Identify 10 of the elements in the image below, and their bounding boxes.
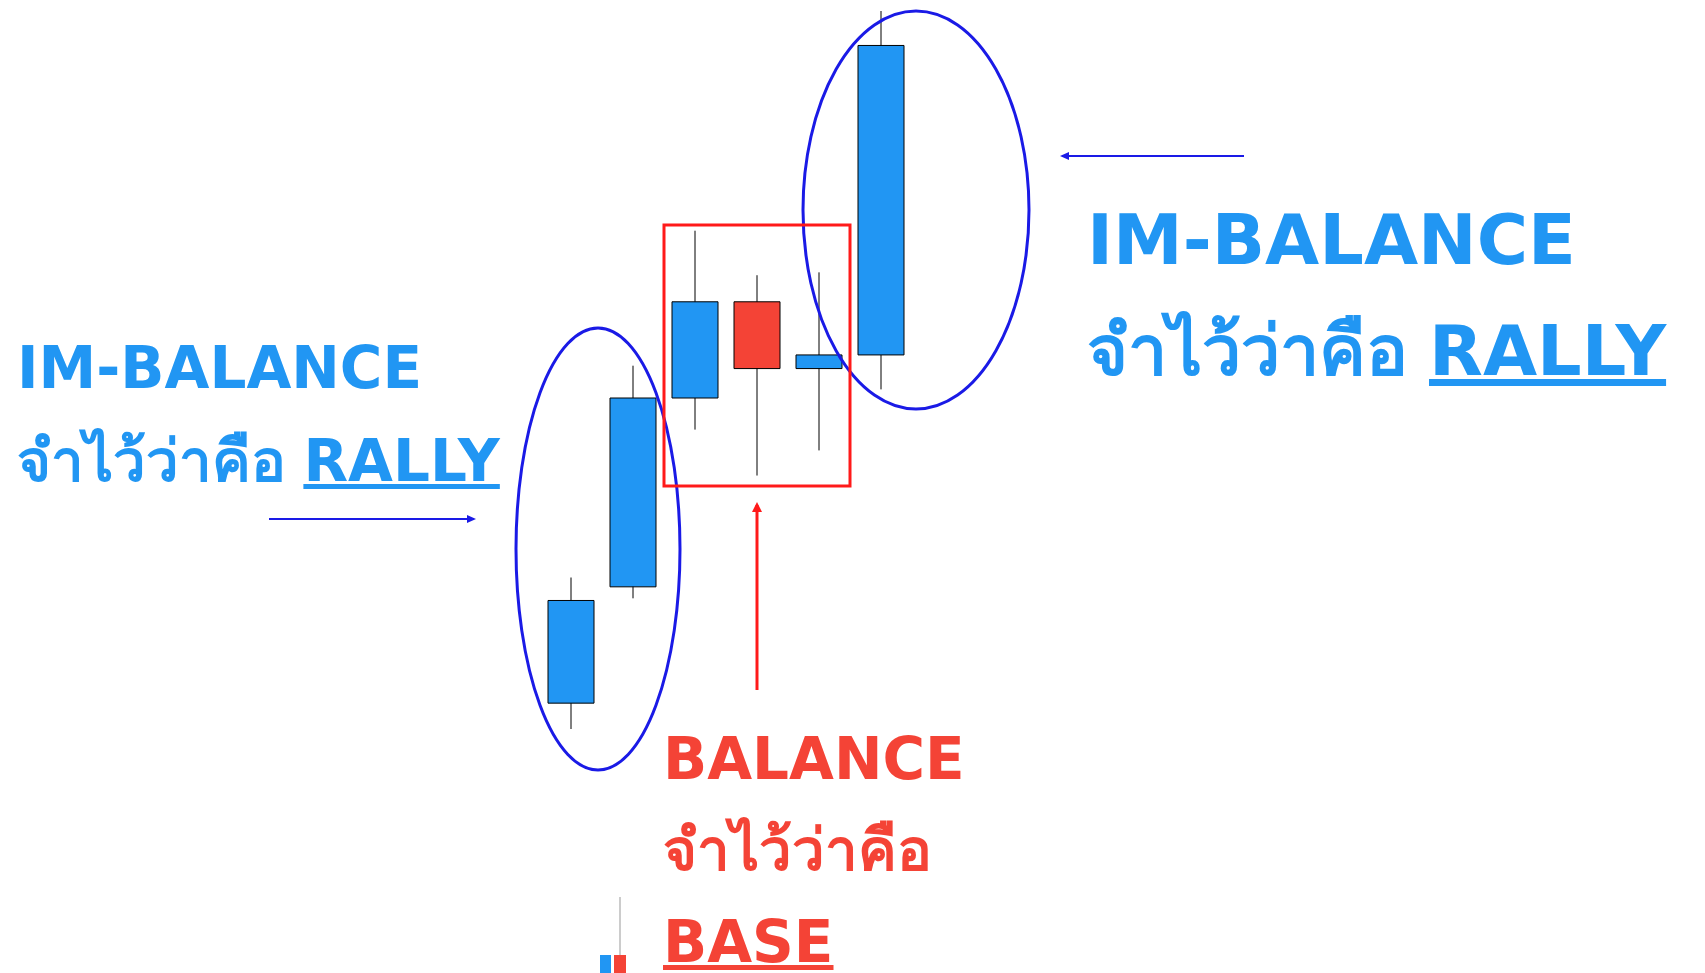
text: IM-BALANCE [17,333,423,402]
annotation: BALANCE [663,724,965,793]
text: IM-BALANCE [1087,198,1576,281]
text: RALLY [303,426,500,495]
text: BASE [663,907,834,973]
text: RALLY [1429,309,1667,392]
candlestick [795,271,843,451]
text: จำไว้ว่าคือ [1087,309,1408,392]
text: จำไว้ว่าคือ [663,815,932,884]
text: จำไว้ว่าคือ [17,426,286,495]
